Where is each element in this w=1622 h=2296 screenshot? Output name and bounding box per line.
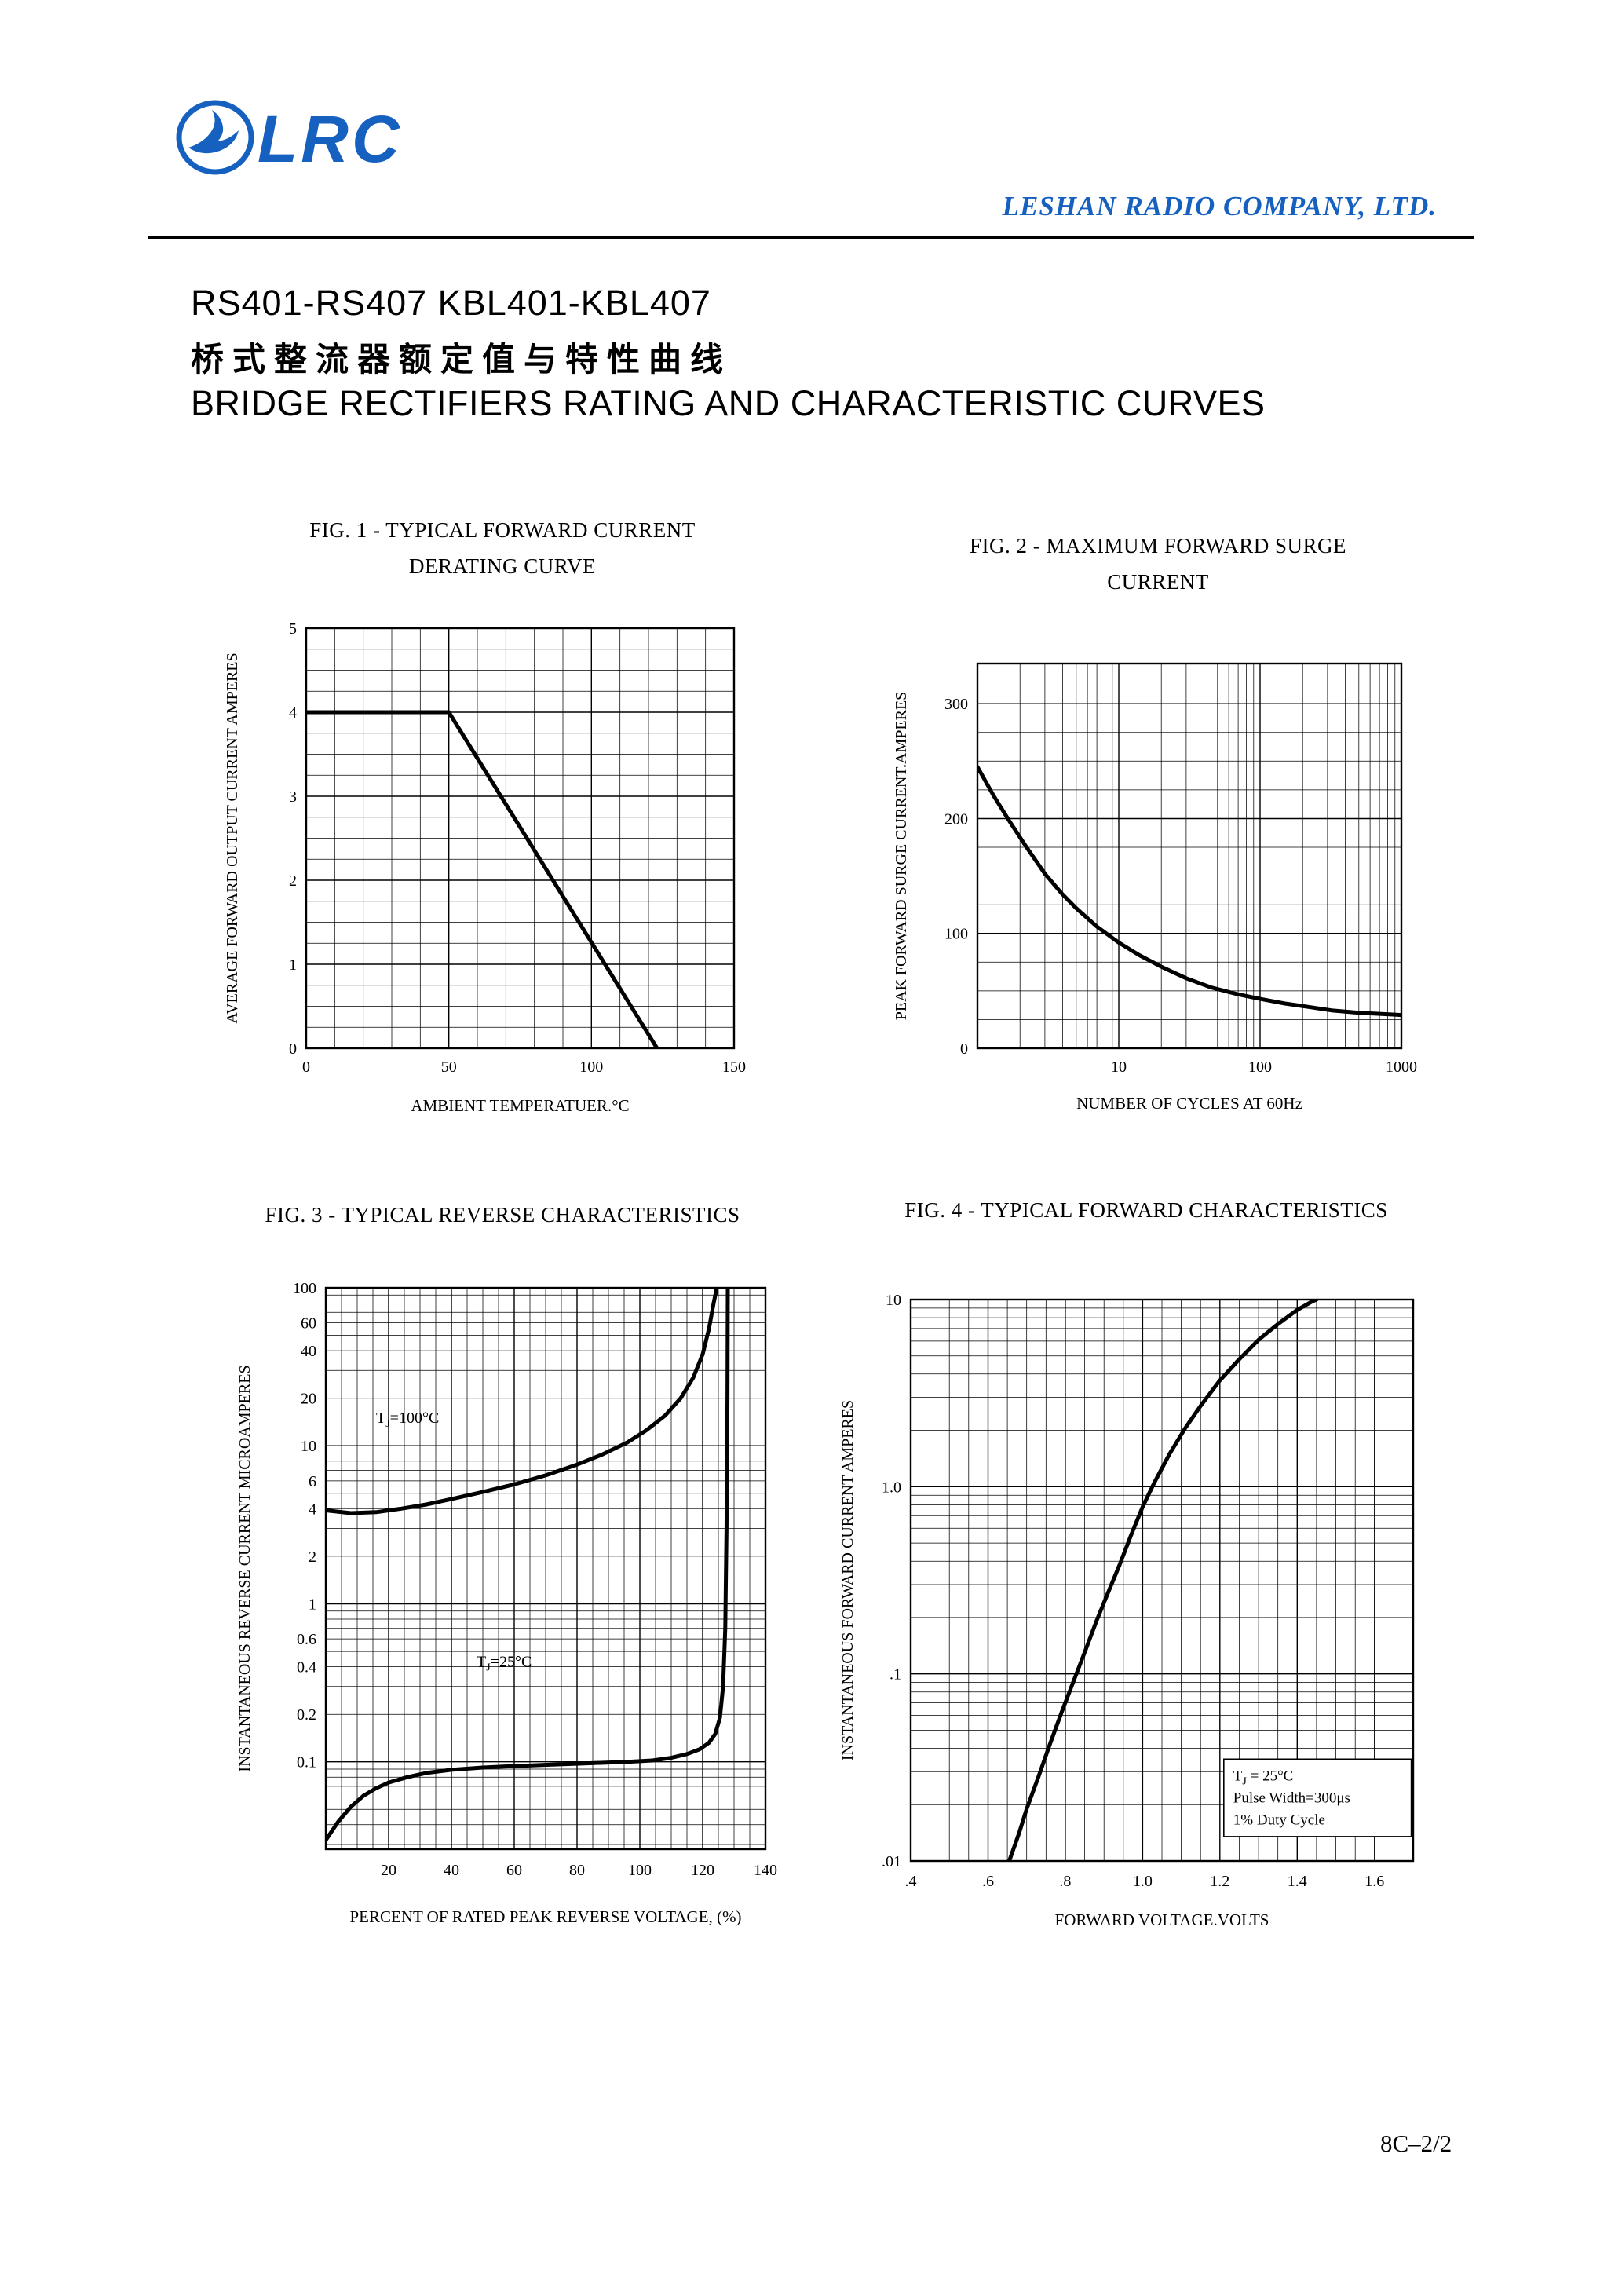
svg-text:NUMBER OF CYCLES AT 60Hz: NUMBER OF CYCLES AT 60Hz	[1076, 1094, 1302, 1113]
fig1-title-line1: FIG. 1 - TYPICAL FORWARD CURRENT	[309, 518, 696, 542]
svg-text:0.2: 0.2	[297, 1706, 316, 1724]
svg-text:TJ=25°C: TJ=25°C	[477, 1654, 532, 1674]
svg-text:1.0: 1.0	[882, 1479, 901, 1496]
fig4-title: FIG. 4 - TYPICAL FORWARD CHARACTERISTICS	[832, 1192, 1460, 1228]
svg-text:1% Duty Cycle: 1% Duty Cycle	[1233, 1812, 1325, 1828]
svg-text:20: 20	[301, 1391, 316, 1408]
svg-text:.1: .1	[890, 1666, 901, 1684]
svg-text:1.4: 1.4	[1288, 1873, 1307, 1890]
svg-text:1.0: 1.0	[1133, 1873, 1153, 1890]
svg-text:1: 1	[289, 956, 297, 974]
svg-text:10: 10	[886, 1292, 901, 1309]
svg-text:5: 5	[289, 620, 297, 638]
svg-text:.6: .6	[982, 1873, 994, 1890]
svg-text:AVERAGE FORWARD OUTPUT CURRENT: AVERAGE FORWARD OUTPUT CURRENT AMPERES	[224, 653, 241, 1023]
svg-text:Pulse Width=300μs: Pulse Width=300μs	[1233, 1790, 1350, 1806]
svg-text:40: 40	[301, 1343, 316, 1360]
svg-text:TJ = 25°C: TJ = 25°C	[1233, 1768, 1294, 1787]
svg-text:AMBIENT TEMPERATUER.°C: AMBIENT TEMPERATUER.°C	[411, 1096, 629, 1115]
fig2-title-line2: CURRENT	[1107, 570, 1209, 594]
svg-text:1.6: 1.6	[1364, 1873, 1384, 1890]
fig2-title: FIG. 2 - MAXIMUM FORWARD SURGE CURRENT	[856, 528, 1460, 600]
svg-text:20: 20	[381, 1862, 396, 1879]
svg-text:2: 2	[309, 1548, 316, 1566]
svg-text:.4: .4	[905, 1873, 917, 1890]
svg-text:300: 300	[944, 696, 968, 713]
svg-text:TJ=100°C: TJ=100°C	[376, 1409, 439, 1430]
svg-text:100: 100	[293, 1280, 316, 1297]
chinese-title: 桥式整流器额定值与特性曲线	[191, 341, 732, 378]
svg-text:PERCENT OF RATED PEAK REVERSE: PERCENT OF RATED PEAK REVERSE VOLTAGE, (…	[349, 1907, 741, 1926]
svg-text:PEAK FORWARD SURGE CURRENT.AMP: PEAK FORWARD SURGE CURRENT.AMPERES	[893, 692, 910, 1021]
svg-text:120: 120	[691, 1862, 714, 1879]
svg-text:10: 10	[301, 1438, 316, 1455]
svg-text:140: 140	[754, 1862, 777, 1879]
svg-text:3: 3	[289, 788, 297, 806]
fig1-plot: 0 50 100 150 0 1 2 3 4 5 AMBIENT TEMPERATUER.°C AVE…	[212, 597, 793, 1146]
svg-text:0: 0	[289, 1040, 297, 1058]
svg-text:0: 0	[960, 1040, 968, 1058]
swan-icon	[188, 110, 239, 154]
svg-text:200: 200	[944, 811, 968, 828]
svg-text:2: 2	[289, 872, 297, 890]
svg-text:60: 60	[301, 1315, 316, 1333]
svg-text:4: 4	[289, 704, 297, 722]
lrc-logo: LRC	[174, 93, 418, 183]
fig3-title-line1: FIG. 3 - TYPICAL REVERSE CHARACTERISTICS	[265, 1203, 740, 1227]
svg-text:100: 100	[1248, 1058, 1272, 1076]
svg-text:80: 80	[569, 1862, 585, 1879]
svg-text:100: 100	[579, 1058, 603, 1076]
svg-text:.8: .8	[1059, 1873, 1071, 1890]
svg-text:FORWARD VOLTAGE.VOLTS: FORWARD VOLTAGE.VOLTS	[1055, 1910, 1269, 1929]
fig1-title-line2: DERATING CURVE	[408, 554, 597, 578]
svg-text:100: 100	[628, 1862, 652, 1879]
lrc-logo-oval	[176, 100, 254, 175]
svg-text:150: 150	[722, 1058, 746, 1076]
page-footer: 8C–2/2	[1380, 2130, 1452, 2157]
svg-text:0.4: 0.4	[297, 1659, 316, 1676]
svg-text:0.6: 0.6	[297, 1631, 316, 1648]
svg-text:0: 0	[302, 1058, 310, 1076]
svg-text:1: 1	[309, 1596, 316, 1614]
svg-text:10: 10	[1111, 1058, 1127, 1076]
fig4-plot: .4 .6 .8 1.0 1.2 1.4 1.6 10 1.0 .1 .01 FORWARD VOLT…	[832, 1256, 1460, 1947]
svg-text:.01: .01	[882, 1853, 901, 1870]
svg-text:1000: 1000	[1386, 1058, 1417, 1076]
fig3-plot: 20 40 60 80 100 120 140 100 60 40 20 10 6 4 2 1 0.6 0.4 0.…	[204, 1256, 801, 1947]
english-title: BRIDGE RECTIFIERS RATING AND CHARACTERIS…	[191, 383, 1266, 423]
svg-text:50: 50	[441, 1058, 457, 1076]
part-numbers-title: RS401-RS407 KBL401-KBL407	[191, 283, 711, 323]
svg-text:INSTANTANEOUS REVERSE CURRENT: INSTANTANEOUS REVERSE CURRENT MICROAMPER…	[236, 1365, 254, 1771]
header-rule	[148, 236, 1474, 239]
svg-text:1.2: 1.2	[1210, 1873, 1229, 1890]
fig2-title-line1: FIG. 2 - MAXIMUM FORWARD SURGE	[969, 534, 1347, 558]
fig4-title-line1: FIG. 4 - TYPICAL FORWARD CHARACTERISTICS	[904, 1198, 1388, 1222]
svg-text:0.1: 0.1	[297, 1754, 316, 1771]
company-name: LESHAN RADIO COMPANY, LTD.	[1002, 191, 1437, 221]
fig1-title: FIG. 1 - TYPICAL FORWARD CURRENT DERATIN…	[212, 512, 793, 584]
fig2-plot: 10 100 1000 0 100 200 300 NUMBER OF CYCLES AT 6…	[856, 597, 1460, 1146]
svg-text:60: 60	[506, 1862, 522, 1879]
svg-text:6: 6	[309, 1473, 316, 1490]
svg-text:4: 4	[309, 1501, 316, 1518]
fig3-title: FIG. 3 - TYPICAL REVERSE CHARACTERISTICS	[204, 1197, 801, 1233]
lrc-logo-text: LRC	[258, 102, 403, 176]
svg-text:40: 40	[444, 1862, 459, 1879]
svg-text:100: 100	[944, 926, 968, 943]
svg-text:INSTANTANEOUS FORWARD CURRENT: INSTANTANEOUS FORWARD CURRENT AMPERES	[839, 1400, 857, 1760]
